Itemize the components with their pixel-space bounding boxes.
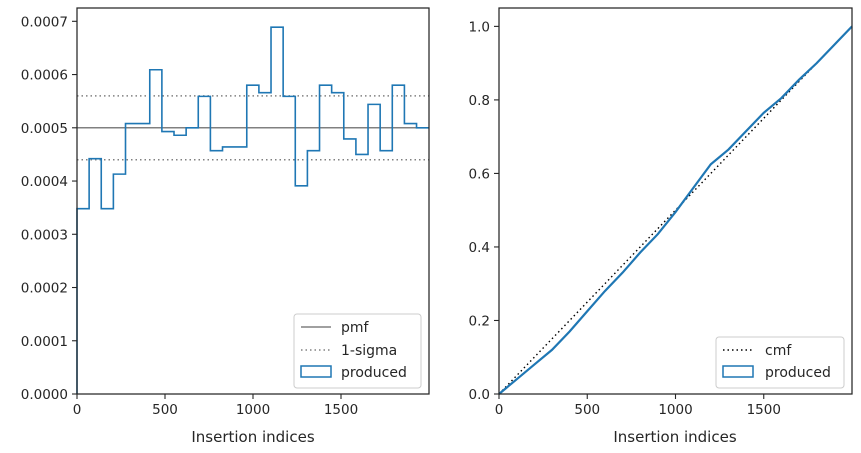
cmf-series-produced	[498, 25, 853, 395]
cmf-x-ticks: 0 500 1000 1500	[495, 394, 781, 418]
cmf-y-ticks: 0.0 0.2 0.4 0.6 0.8 1.0	[469, 19, 499, 403]
pmf-x-tick-label: 1000	[236, 402, 270, 418]
cmf-legend: cmf produced	[715, 336, 845, 389]
pmf-legend-box	[293, 313, 422, 389]
cmf-y-tick-label: 0.8	[469, 93, 490, 109]
pmf-y-ticks: 0.0000 0.0001 0.0002 0.0003 0.0004 0.0005 0.00…	[21, 14, 77, 403]
pmf-legend-swatch-produced	[300, 365, 332, 378]
pmf-x-ticks: 0 500 1000 1500	[73, 394, 358, 418]
cmf-axes-frame	[498, 7, 853, 395]
pmf-y-tick-label: 0.0002	[21, 281, 68, 297]
pmf-legend-label-pmf: pmf	[341, 320, 370, 336]
pmf-y-tick-label: 0.0004	[21, 174, 68, 190]
pmf-y-tick-label: 0.0000	[21, 387, 68, 403]
cmf-legend-label-cmf: cmf	[765, 343, 792, 359]
cmf-panel: 0 500 1000 1500 0.0 0.2 0.4 0.6 0.8 1.0 Insertio…	[469, 7, 853, 446]
pmf-series-produced	[76, 26, 429, 394]
pmf-panel: 0 500 1000 1500 0.00000.00010.00020.00030.0…	[21, 7, 430, 446]
cmf-x-tick-label: 500	[574, 402, 600, 418]
pmf-plot-area	[76, 26, 429, 394]
cmf-y-tick-label: 0.4	[469, 240, 490, 256]
pmf-legend: pmf 1-sigma produced	[293, 313, 422, 389]
cmf-x-tick-label: 1500	[747, 402, 781, 418]
pmf-y-tick-label: 0.0005	[21, 121, 68, 137]
cmf-legend-swatch-produced	[722, 365, 754, 378]
cmf-legend-label-produced: produced	[765, 365, 831, 381]
cmf-x-tick-label: 0	[495, 402, 504, 418]
cmf-y-tick-label: 1.0	[469, 19, 490, 35]
cmf-y-tick-label: 0.0	[469, 387, 490, 403]
pmf-x-tick-label: 0	[73, 402, 82, 418]
pmf-legend-label-produced: produced	[341, 365, 407, 381]
pmf-y-tick-label: 0.0007	[21, 14, 68, 30]
pmf-x-tick-label: 1500	[324, 402, 358, 418]
pmf-x-axis-label: Insertion indices	[191, 428, 314, 446]
cmf-y-tick-label: 0.2	[469, 313, 490, 329]
cmf-plot-area	[498, 25, 853, 395]
pmf-y-tick-label: 0.0006	[21, 68, 68, 84]
cmf-legend-box	[715, 336, 845, 389]
cmf-x-axis-label: Insertion indices	[613, 428, 736, 446]
cmf-x-tick-label: 1000	[658, 402, 692, 418]
pmf-y-tick-label: 0.0003	[21, 227, 68, 243]
cmf-y-tick-label: 0.6	[469, 166, 490, 182]
pmf-legend-label-sigma: 1-sigma	[341, 343, 397, 359]
pmf-y-tick-label: 0.0001	[21, 334, 68, 350]
pmf-x-tick-label: 500	[152, 402, 178, 418]
